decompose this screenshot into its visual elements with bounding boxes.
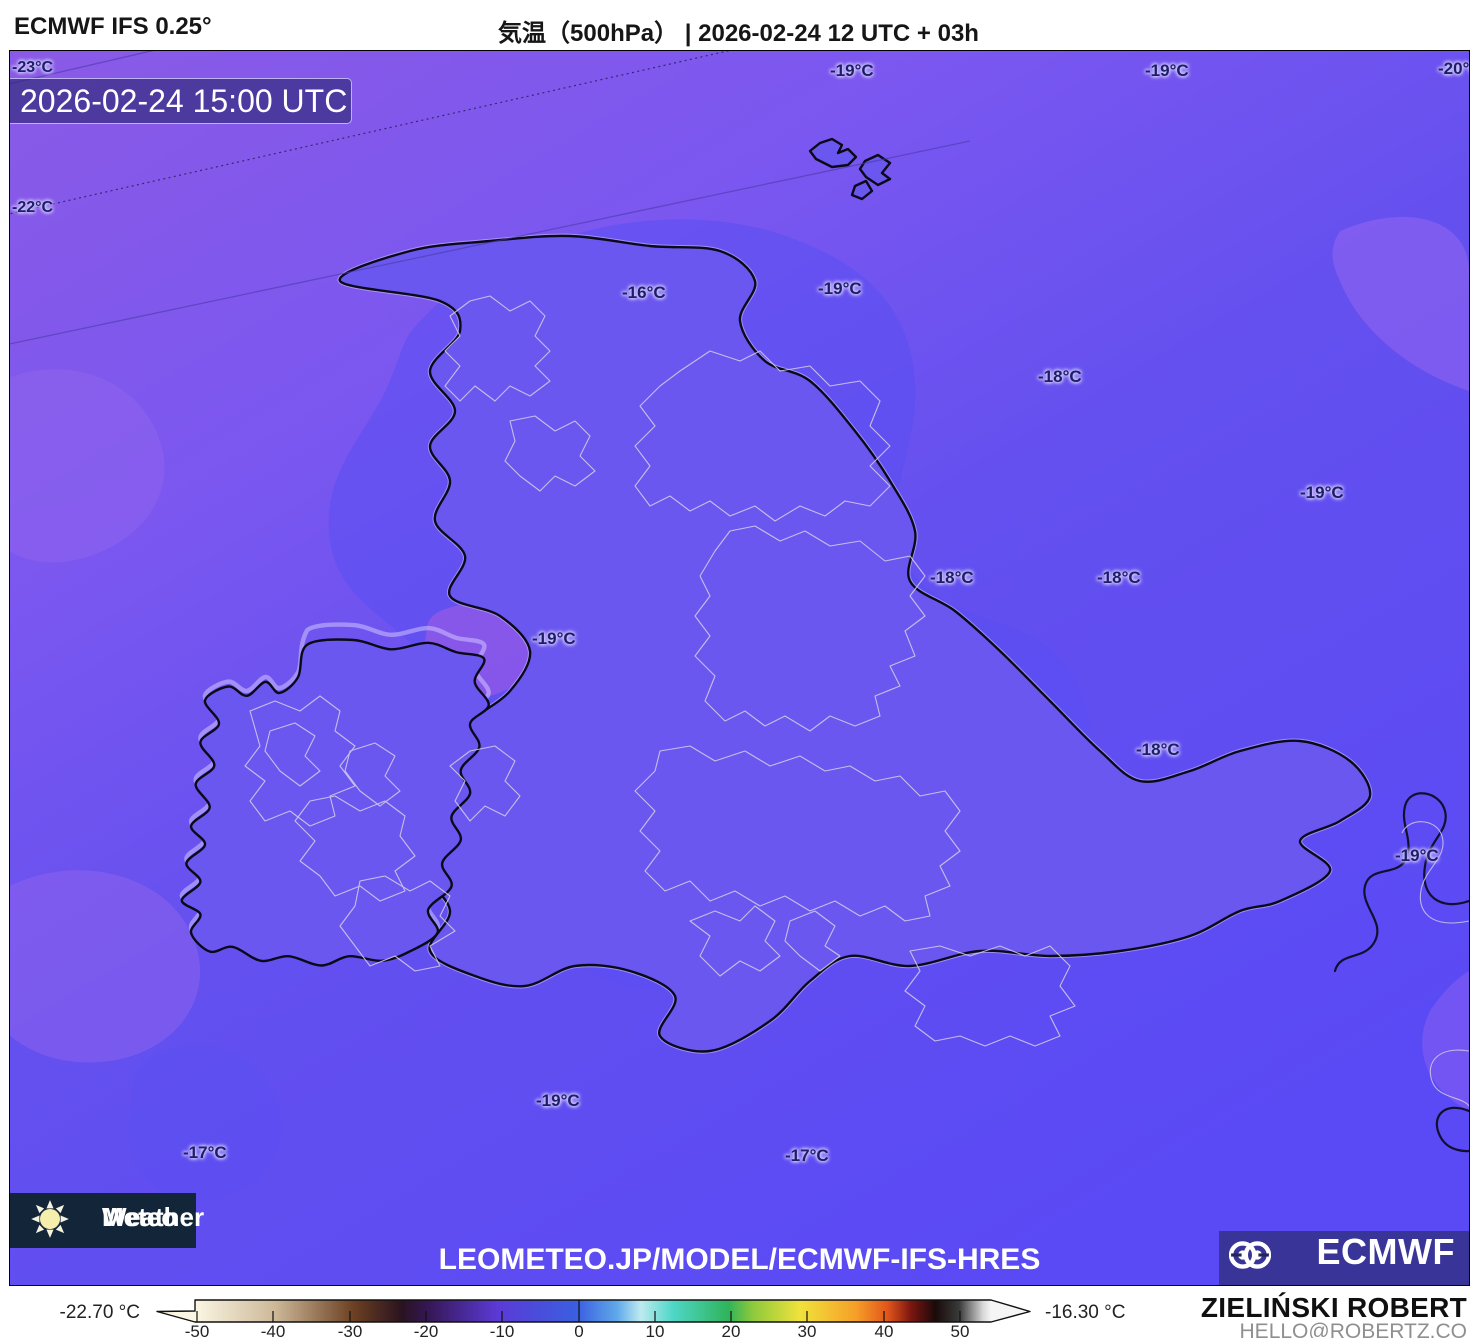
svg-text:-22.70 °C: -22.70 °C xyxy=(60,1302,140,1323)
svg-text:-50: -50 xyxy=(185,1322,210,1338)
svg-text:40: 40 xyxy=(875,1322,894,1338)
svg-text:0: 0 xyxy=(574,1322,583,1338)
svg-text:-30: -30 xyxy=(338,1322,363,1338)
svg-text:10: 10 xyxy=(646,1322,665,1338)
svg-text:-20: -20 xyxy=(414,1322,439,1338)
svg-text:20: 20 xyxy=(722,1322,741,1338)
svg-text:-40: -40 xyxy=(261,1322,286,1338)
svg-text:-16.30 °C: -16.30 °C xyxy=(1045,1302,1125,1323)
svg-text:-10: -10 xyxy=(490,1322,515,1338)
svg-text:50: 50 xyxy=(951,1322,970,1338)
svg-text:30: 30 xyxy=(798,1322,817,1338)
